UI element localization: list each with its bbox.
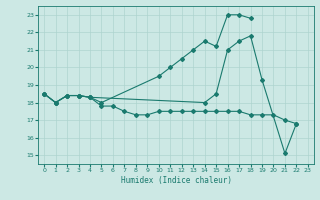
X-axis label: Humidex (Indice chaleur): Humidex (Indice chaleur) bbox=[121, 176, 231, 185]
